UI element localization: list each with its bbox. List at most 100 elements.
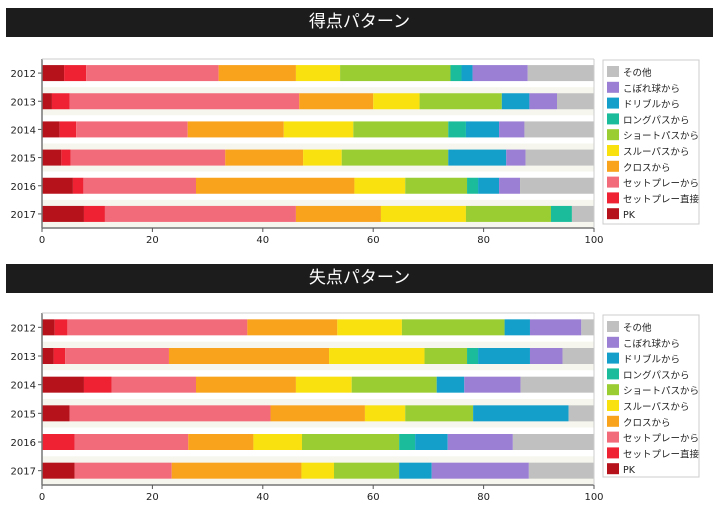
bar-segment (42, 348, 54, 364)
bar-segment (218, 65, 296, 82)
x-tick-label: 0 (39, 235, 45, 246)
bar-segment (520, 177, 594, 194)
legend-label: こぼれ球から (623, 338, 680, 350)
bar-segment (270, 405, 365, 422)
y-tick-label: 2016 (11, 182, 36, 193)
bar-segment (188, 434, 254, 450)
bar-segment (448, 121, 466, 138)
y-tick-label: 2015 (11, 409, 36, 420)
x-tick-label: 0 (39, 492, 45, 503)
bar-segment (301, 434, 400, 450)
legend-label: ドリブルから (623, 99, 680, 111)
legend-swatch (607, 97, 619, 109)
bar-segment (529, 348, 563, 364)
chart-title: 得点パターン (6, 8, 713, 37)
bar-segment (301, 462, 335, 479)
bar-segment (478, 177, 500, 194)
bar-segment (72, 177, 84, 194)
legend-label: クロスから (623, 163, 671, 174)
bar-segment (473, 405, 569, 422)
conceded-pattern-panel: 失点パターン 2012 2013 2014 2015 2016 2017 0 20 40 60 80… (0, 258, 719, 517)
y-tick-label: 2015 (11, 154, 36, 165)
legend-label: セットプレーから (623, 434, 699, 445)
bar-segment (351, 376, 437, 393)
legend-swatch (607, 160, 619, 172)
bar-segment (504, 319, 530, 336)
bar-segment (465, 121, 500, 138)
bar-segment (51, 93, 70, 110)
bar-segment (54, 319, 68, 336)
legend-label: その他 (623, 67, 652, 79)
x-tick-label: 40 (256, 492, 269, 503)
bar-segment (247, 319, 338, 336)
chart-title: 失点パターン (6, 264, 713, 293)
bar-segment (353, 121, 449, 138)
legend-swatch (607, 192, 619, 204)
bar-segment (501, 93, 530, 110)
bar-segment (506, 149, 526, 166)
bar-segment (295, 205, 381, 222)
bar-segment (196, 376, 296, 393)
bar-segment (436, 376, 465, 393)
bar-segment (42, 65, 65, 82)
bar-segment (405, 405, 474, 422)
conceded-pattern-chart: 2012 2013 2014 2015 2016 2017 0 20 40 60 80 100 その他こ… (11, 312, 700, 503)
y-tick-label: 2016 (11, 438, 36, 449)
bar-segment (499, 121, 525, 138)
bar-segment (524, 121, 594, 138)
legend-label: セットプレー直接 (623, 193, 700, 205)
bar-segment (448, 149, 507, 166)
bar-segment (61, 149, 71, 166)
bar-segment (42, 462, 75, 479)
scoring-pattern-chart: 2012 2013 2014 2015 2016 2017 0 20 40 60 80 100 その他こ… (11, 58, 700, 246)
legend-swatch (607, 336, 619, 348)
bar-segment (283, 121, 354, 138)
bar-segment (295, 65, 341, 82)
legend-label: ショートパスから (623, 386, 699, 397)
bar-segment (83, 376, 112, 393)
x-tick-label: 80 (477, 235, 490, 246)
legend-swatch (607, 400, 619, 411)
bar-segment (65, 348, 169, 364)
legend-swatch (607, 208, 619, 220)
legend-swatch (607, 384, 619, 396)
bar-segment (42, 205, 84, 222)
legend-swatch (607, 415, 619, 427)
x-tick-label: 40 (256, 235, 269, 246)
legend-label: セットプレーから (623, 179, 699, 190)
bar-segment (67, 319, 248, 336)
bar-segment (512, 434, 594, 450)
legend-swatch (607, 145, 619, 156)
bar-segment (472, 65, 528, 82)
legend-swatch (607, 113, 619, 125)
bar-segment (196, 177, 355, 194)
legend-label: セットプレー直接 (623, 448, 700, 460)
bar-segment (568, 405, 594, 422)
bar-segment (299, 93, 374, 110)
bar-segment (74, 434, 189, 450)
y-tick-label: 2013 (11, 97, 36, 108)
bar-segment (53, 348, 66, 364)
bar-segment (467, 348, 479, 364)
bar-segment (171, 462, 302, 479)
x-tick-label: 60 (367, 235, 380, 246)
legend-swatch (607, 66, 619, 77)
bar-segment (64, 65, 87, 82)
bar-segment (550, 205, 572, 222)
legend-label: スルーパスから (623, 147, 689, 158)
bar-segment (83, 205, 105, 222)
bar-segment (581, 319, 594, 336)
bar-segment (42, 376, 84, 393)
bar-segment (562, 348, 594, 364)
bar-segment (461, 65, 473, 82)
y-tick-label: 2017 (11, 467, 36, 478)
legend-swatch (607, 81, 619, 93)
bar-segment (42, 121, 60, 138)
bar-segment (380, 205, 466, 222)
bar-segment (86, 65, 219, 82)
legend-swatch (607, 321, 619, 332)
y-tick-label: 2014 (11, 125, 36, 136)
bar-segment (354, 177, 406, 194)
bar-segment (225, 149, 304, 166)
bar-segment (419, 93, 502, 110)
